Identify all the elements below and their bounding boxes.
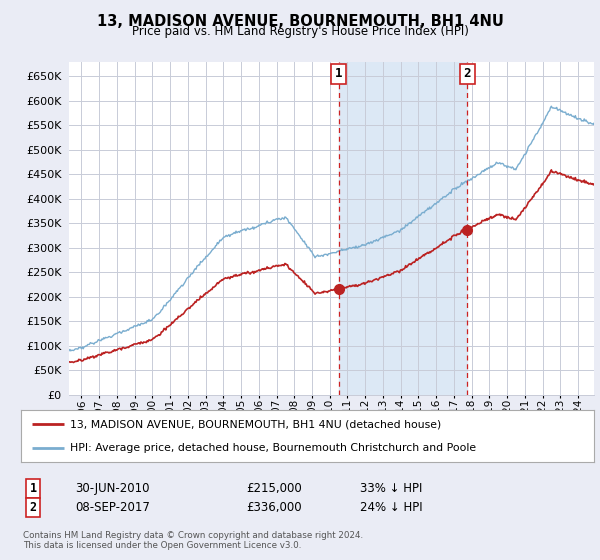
Text: 24% ↓ HPI: 24% ↓ HPI [360,501,422,515]
Text: 08-SEP-2017: 08-SEP-2017 [75,501,150,515]
Text: 1: 1 [335,67,343,80]
Text: Contains HM Land Registry data © Crown copyright and database right 2024.
This d: Contains HM Land Registry data © Crown c… [23,531,363,550]
Text: 13, MADISON AVENUE, BOURNEMOUTH, BH1 4NU: 13, MADISON AVENUE, BOURNEMOUTH, BH1 4NU [97,14,503,29]
Text: 1: 1 [29,482,37,495]
Text: 33% ↓ HPI: 33% ↓ HPI [360,482,422,495]
Text: £336,000: £336,000 [246,501,302,515]
Text: Price paid vs. HM Land Registry's House Price Index (HPI): Price paid vs. HM Land Registry's House … [131,25,469,38]
Text: £215,000: £215,000 [246,482,302,495]
Bar [338,62,467,395]
Text: 30-JUN-2010: 30-JUN-2010 [75,482,149,495]
Text: 13, MADISON AVENUE, BOURNEMOUTH, BH1 4NU (detached house): 13, MADISON AVENUE, BOURNEMOUTH, BH1 4NU… [70,419,441,430]
Text: 2: 2 [29,501,37,515]
Text: HPI: Average price, detached house, Bournemouth Christchurch and Poole: HPI: Average price, detached house, Bour… [70,443,476,453]
Text: 2: 2 [463,67,471,80]
